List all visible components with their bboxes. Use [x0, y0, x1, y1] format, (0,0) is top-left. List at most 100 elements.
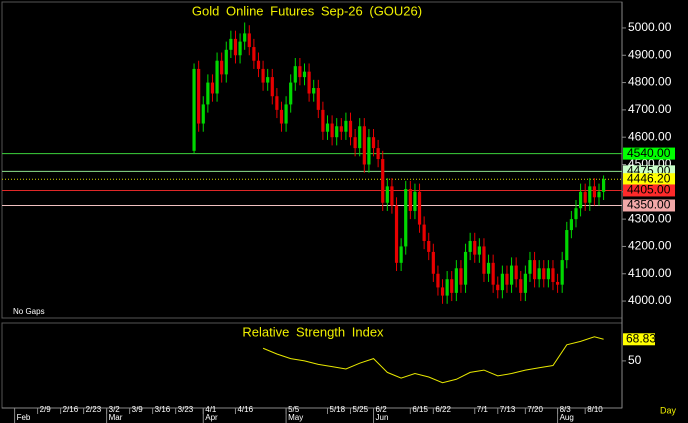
level-label-bg [623, 147, 675, 160]
y-tick-label: 4600.00 [628, 129, 672, 143]
candle-body [238, 41, 242, 56]
candle-body [381, 159, 385, 203]
y-tick-label: 4200.00 [628, 239, 672, 253]
candle-body [312, 88, 316, 94]
candle-body [307, 71, 311, 94]
level-label-bg [623, 184, 675, 197]
candle-body [496, 284, 500, 291]
candle-body [229, 38, 233, 50]
candle-body [454, 268, 458, 293]
y-tick-label: 50 [628, 353, 642, 367]
chart-title: Gold Online Futures Sep-26 (GOU26) [192, 3, 422, 18]
rsi-line [262, 336, 604, 384]
candle-body [569, 219, 573, 231]
candle-body [528, 260, 532, 274]
candle-body [348, 120, 353, 138]
x-tick-label: 3/16 [155, 405, 171, 414]
candle-body [417, 191, 422, 225]
candle-body [316, 88, 320, 110]
candle-body [206, 82, 210, 105]
x-tick-label: 5/18 [330, 405, 346, 414]
rsi-label-bg [623, 333, 655, 346]
candle-body [514, 265, 518, 280]
y-tick-label: 4800.00 [628, 75, 672, 89]
month-label: May [288, 413, 303, 422]
candle-body [201, 104, 205, 124]
x-tick-label: 6/15 [412, 405, 428, 414]
y-tick-label: 4900.00 [628, 47, 672, 61]
candle-body [367, 137, 371, 165]
candle-body [597, 191, 601, 198]
candle-body [325, 123, 330, 132]
candle-body [588, 186, 592, 203]
candle-body [233, 38, 238, 56]
x-tick-label: 8/10 [587, 405, 603, 414]
x-tick-label: 4/16 [237, 405, 253, 414]
x-tick-label: 5/25 [353, 405, 369, 414]
level-label: 4405.00 [627, 183, 671, 197]
x-tick-label: 5/5 [288, 405, 300, 414]
note: No Gaps [13, 307, 45, 316]
x-tick-label: 6/22 [435, 405, 451, 414]
candle-body [477, 246, 481, 255]
candle-body [431, 251, 435, 274]
candle-body [243, 33, 247, 42]
x-tick-label: 3/9 [132, 405, 144, 414]
candle-body [537, 268, 541, 280]
candle-body [583, 191, 587, 203]
candle-body [408, 189, 412, 211]
candle-body [505, 273, 509, 285]
x-tick-label: 8/3 [560, 405, 572, 414]
candle-body [371, 137, 376, 149]
level-label: 4350.00 [627, 198, 671, 212]
candle-body [422, 224, 426, 241]
candle-body [385, 186, 389, 203]
candle-body [394, 205, 399, 263]
candle-body [491, 262, 495, 285]
candle-body [565, 230, 569, 261]
candle-body [390, 186, 394, 206]
candle-body [335, 126, 339, 138]
candle-body [210, 82, 215, 94]
month-label: Aug [560, 413, 574, 422]
candle-body [302, 71, 307, 78]
month-label: Mar [109, 413, 123, 422]
candle-body [339, 126, 343, 132]
candle-body [509, 265, 514, 285]
x-tick-label: 2/23 [86, 405, 102, 414]
candle-body [362, 126, 366, 165]
level-label-bg [623, 199, 675, 212]
candle-body [358, 126, 362, 149]
candle-body [399, 246, 403, 263]
x-tick-label: 2/16 [63, 405, 79, 414]
candle-body [279, 109, 284, 124]
x-tick-label: 3/2 [109, 405, 121, 414]
y-tick-label: 4300.00 [628, 211, 672, 225]
x-tick-label: 7/1 [477, 405, 489, 414]
x-tick-label: 2/9 [40, 405, 52, 414]
candle-body [413, 191, 417, 211]
candle-body [215, 60, 219, 94]
candle-body [330, 123, 334, 138]
x-tick-label: 3/23 [178, 405, 194, 414]
month-label: Jun [376, 413, 389, 422]
candle-body [555, 281, 560, 285]
candle-body [224, 49, 228, 75]
candle-body [321, 109, 325, 132]
candle-body [293, 66, 297, 83]
candle-body [450, 279, 454, 293]
candle-body [445, 279, 449, 296]
candle-body [560, 260, 564, 285]
x-tick-label: 4/1 [205, 405, 217, 414]
month-label: Feb [17, 413, 31, 422]
y-tick-label: 4100.00 [628, 266, 672, 280]
candle-body [353, 137, 357, 149]
candle-body [519, 279, 523, 293]
candle-body [601, 179, 606, 192]
candle-body [551, 268, 555, 282]
candle-body [192, 68, 196, 151]
candle-body [436, 273, 440, 288]
candle-body [459, 268, 463, 285]
